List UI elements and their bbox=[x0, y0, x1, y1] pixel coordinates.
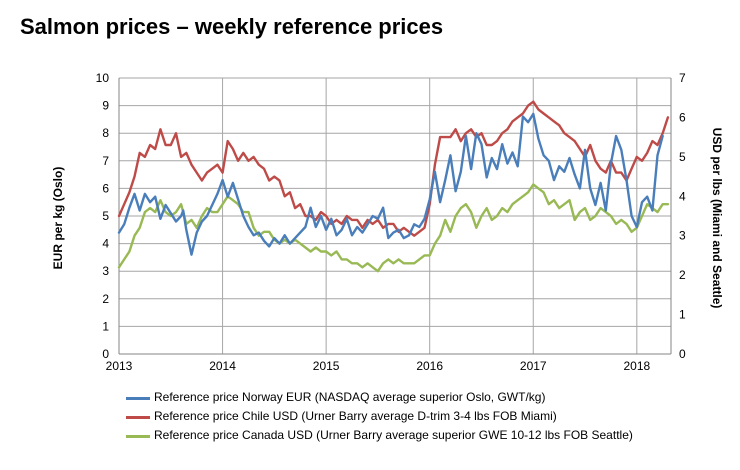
y-tick-left-3: 3 bbox=[102, 264, 109, 278]
y-tick-left-8: 8 bbox=[102, 126, 109, 140]
left-y-tick-labels: 0 1 2 3 4 5 6 7 8 9 10 bbox=[96, 71, 110, 361]
series-canada-line bbox=[117, 183, 670, 273]
y-tick-right-7: 7 bbox=[679, 71, 686, 85]
left-y-axis-title: EUR per kg (Oslo) bbox=[51, 167, 65, 270]
series-norway-line bbox=[117, 112, 664, 256]
series-chile-line bbox=[117, 100, 670, 237]
y-tick-left-10: 10 bbox=[96, 71, 110, 85]
legend-label-chile: Reference price Chile USD (Urner Barry a… bbox=[154, 409, 557, 423]
y-tick-right-6: 6 bbox=[679, 110, 686, 124]
y-tick-left-0: 0 bbox=[102, 347, 109, 361]
y-tick-right-2: 2 bbox=[679, 268, 686, 282]
x-tick-2018: 2018 bbox=[623, 359, 650, 373]
x-tick-2013: 2013 bbox=[106, 359, 133, 373]
y-tick-left-5: 5 bbox=[102, 209, 109, 223]
x-tick-2015: 2015 bbox=[313, 359, 340, 373]
right-y-axis-title: USD per lbs (Miami and Seattle) bbox=[710, 128, 724, 309]
series-lines bbox=[117, 100, 670, 273]
y-tick-left-9: 9 bbox=[102, 99, 109, 113]
y-tick-left-7: 7 bbox=[102, 154, 109, 168]
right-y-tick-labels: 0 1 2 3 4 5 6 7 bbox=[679, 71, 686, 361]
legend-label-norway: Reference price Norway EUR (NASDAQ avera… bbox=[154, 390, 546, 404]
y-tick-left-2: 2 bbox=[102, 292, 109, 306]
y-tick-right-5: 5 bbox=[679, 150, 686, 164]
legend-swatch-canada bbox=[126, 435, 150, 438]
y-tick-left-6: 6 bbox=[102, 181, 109, 195]
chart-title: Salmon prices – weekly reference prices bbox=[20, 14, 444, 39]
y-tick-right-0: 0 bbox=[679, 347, 686, 361]
legend-swatch-norway bbox=[126, 397, 150, 400]
x-tick-2016: 2016 bbox=[416, 359, 443, 373]
y-tick-right-4: 4 bbox=[679, 189, 686, 203]
gridlines bbox=[118, 77, 672, 355]
x-tick-2014: 2014 bbox=[209, 359, 236, 373]
y-tick-left-1: 1 bbox=[102, 319, 109, 333]
legend-label-canada: Reference price Canada USD (Urner Barry … bbox=[154, 428, 633, 442]
y-tick-right-3: 3 bbox=[679, 229, 686, 243]
y-tick-right-1: 1 bbox=[679, 308, 686, 322]
y-tick-left-4: 4 bbox=[102, 237, 109, 251]
legend-swatch-chile bbox=[126, 416, 150, 419]
x-tick-2017: 2017 bbox=[520, 359, 547, 373]
x-tick-labels: 2013 2014 2015 2016 2017 2018 bbox=[106, 359, 651, 373]
